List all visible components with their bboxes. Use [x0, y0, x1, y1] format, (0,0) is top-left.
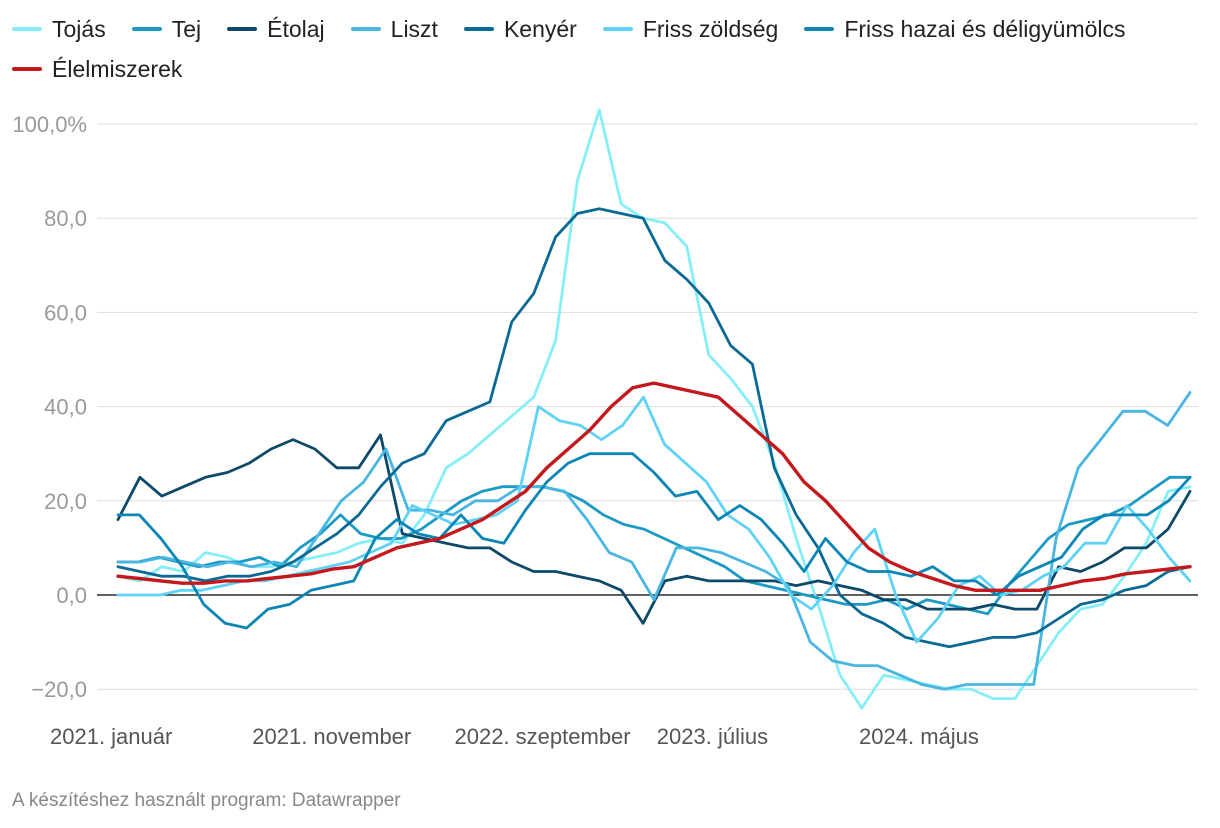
x-tick-label: 2024. május — [859, 724, 979, 749]
legend-label: Élelmiszerek — [52, 56, 183, 82]
series-line — [116, 475, 1192, 616]
legend-swatch — [350, 27, 381, 31]
x-tick-label: 2023. július — [657, 724, 768, 749]
footer-credit: A készítéshez használt program: Datawrap… — [12, 790, 401, 811]
y-tick-label: 0,0 — [56, 583, 87, 608]
legend-swatch — [131, 27, 162, 31]
x-tick-label: 2022. szeptember — [455, 724, 631, 749]
legend-item: Élelmiszerek — [12, 54, 182, 84]
y-tick-label: 20,0 — [44, 489, 87, 514]
series-line — [116, 452, 1192, 630]
legend-swatch — [12, 67, 42, 71]
legend-swatch — [12, 27, 42, 31]
legend-label: Friss zöldség — [642, 16, 779, 42]
legend-label: Étolaj — [267, 16, 325, 42]
y-tick-label: 40,0 — [44, 395, 87, 420]
legend-item: Étolaj — [227, 14, 325, 44]
y-tick-label: 100,0% — [12, 112, 87, 137]
series-line — [116, 381, 1192, 592]
legend-item: Kenyér — [463, 14, 577, 44]
x-tick-label: 2021. január — [50, 724, 172, 749]
legend-item: Friss zöldség — [602, 14, 779, 44]
legend-swatch — [463, 27, 494, 31]
legend-label: Kenyér — [503, 16, 577, 42]
x-tick-label: 2021. november — [252, 724, 411, 749]
series-line — [116, 391, 1192, 691]
y-tick-label: −20,0 — [31, 677, 87, 702]
line-chart: −20,0 0,0 20,0 40,0 60,0 80,0 100,0% 2021. janu… — [12, 108, 1198, 749]
legend: Tojás Tej Étolaj Liszt Kenyér Friss zöldség Fr… — [12, 14, 1202, 84]
legend-item: Friss hazai és déligyümölcs — [804, 14, 1126, 44]
legend-label: Tej — [171, 16, 202, 42]
series-line — [116, 207, 1192, 649]
series-line — [116, 108, 1192, 710]
legend-label: Tojás — [52, 16, 106, 42]
legend-item: Tojás — [12, 14, 106, 44]
legend-item: Liszt — [350, 14, 438, 44]
legend-swatch — [804, 27, 835, 31]
legend-label: Friss hazai és déligyümölcs — [844, 16, 1126, 42]
y-tick-label: 60,0 — [44, 300, 87, 325]
legend-swatch — [227, 27, 258, 31]
legend-item: Tej — [131, 14, 202, 44]
legend-label: Liszt — [390, 16, 438, 42]
series-line — [116, 433, 1192, 625]
legend-swatch — [602, 27, 633, 31]
y-tick-label: 80,0 — [44, 206, 87, 231]
